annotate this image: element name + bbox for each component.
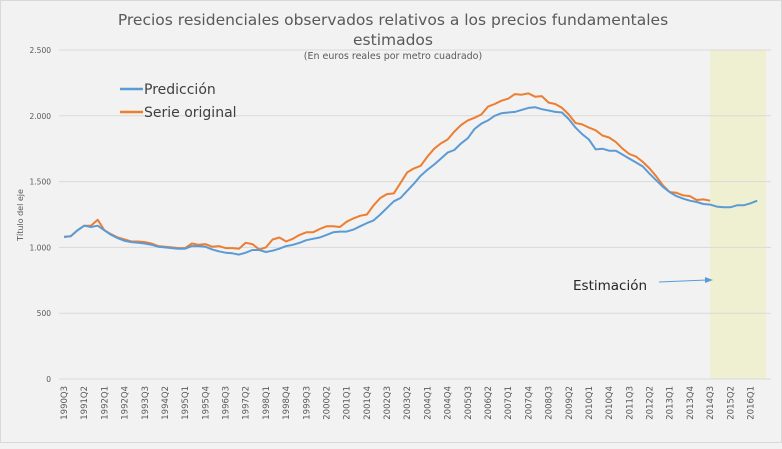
x-tick-label: 2002Q3 — [383, 386, 393, 420]
x-tick-label: 2011Q3 — [625, 386, 635, 420]
series-line-prediccion — [63, 106, 758, 256]
annotation-estimacion: Estimación — [573, 278, 647, 294]
series-lines — [63, 92, 758, 256]
x-tick-label: 2010Q1 — [585, 386, 595, 420]
y-tick-label: 500 — [37, 309, 52, 318]
legend: Predicción Serie original — [120, 82, 237, 121]
y-tick-labels: 0 500 1.000 1.500 2.000 2.500 — [30, 46, 52, 384]
x-tick-label: 2004Q1 — [423, 386, 433, 420]
x-tick-label: 2009Q2 — [565, 386, 575, 420]
x-tick-label: 2010Q4 — [605, 386, 615, 420]
y-tick-label: 1.500 — [30, 178, 52, 187]
gridlines — [59, 49, 771, 380]
x-tick-label: 2012Q2 — [646, 386, 656, 420]
x-tick-label: 1990Q3 — [60, 386, 70, 420]
x-tick-label: 2013Q4 — [686, 386, 696, 420]
x-tick-label: 1996Q3 — [222, 386, 232, 420]
x-tick-labels: 1990Q3 1991Q2 1992Q1 1992Q4 1993Q3 1994Q2 1995… — [60, 386, 756, 420]
y-tick-label: 0 — [46, 375, 51, 384]
y-tick-label: 2.500 — [30, 46, 52, 55]
legend-label-prediccion: Predicción — [144, 82, 216, 98]
x-tick-label: 2008Q3 — [545, 386, 555, 420]
chart-subtitle: (En euros reales por metro cuadrado) — [304, 51, 482, 62]
x-tick-label: 2000Q2 — [322, 386, 332, 420]
x-tick-label: 2015Q2 — [726, 386, 736, 420]
x-tick-label: 1992Q1 — [100, 386, 110, 420]
x-tick-label: 2001Q4 — [363, 386, 373, 420]
x-tick-label: 1995Q4 — [201, 386, 211, 420]
x-tick-label: 1991Q2 — [80, 386, 90, 420]
x-tick-label: 1993Q3 — [141, 386, 151, 420]
x-tick-label: 1992Q4 — [121, 386, 131, 420]
x-tick-label: 1995Q1 — [181, 386, 191, 420]
chart-title-line2: estimados — [353, 31, 433, 49]
x-tick-label: 2013Q1 — [666, 386, 676, 420]
x-tick-label: 1999Q3 — [302, 386, 312, 420]
y-tick-label: 1.000 — [30, 243, 52, 252]
x-tick-label: 2003Q2 — [403, 386, 413, 420]
x-tick-label: 2016Q1 — [746, 386, 756, 420]
arrow-line — [658, 279, 708, 283]
x-tick-label: 1998Q4 — [282, 386, 292, 420]
x-tick-label: 2014Q3 — [706, 386, 716, 420]
annotation-arrow — [658, 277, 713, 283]
x-tick-label: 1997Q2 — [242, 386, 252, 420]
x-tick-label: 2004Q4 — [444, 386, 454, 420]
x-tick-label: 2001Q1 — [343, 386, 353, 420]
arrow-head-icon — [705, 277, 713, 283]
legend-label-serie-original: Serie original — [144, 105, 237, 121]
x-tick-label: 1998Q1 — [262, 386, 272, 420]
chart-title-line1: Precios residenciales observados relativ… — [118, 11, 668, 29]
x-tick-label: 2005Q3 — [464, 386, 474, 420]
x-tick-label: 1994Q2 — [161, 386, 171, 420]
estimation-shaded-region — [710, 50, 767, 379]
y-axis-title: Título del eje — [16, 189, 25, 242]
y-tick-label: 2.000 — [30, 112, 52, 121]
x-tick-label: 2007Q1 — [504, 386, 514, 420]
x-tick-label: 2007Q4 — [524, 386, 534, 420]
x-tick-label: 2006Q2 — [484, 386, 494, 420]
